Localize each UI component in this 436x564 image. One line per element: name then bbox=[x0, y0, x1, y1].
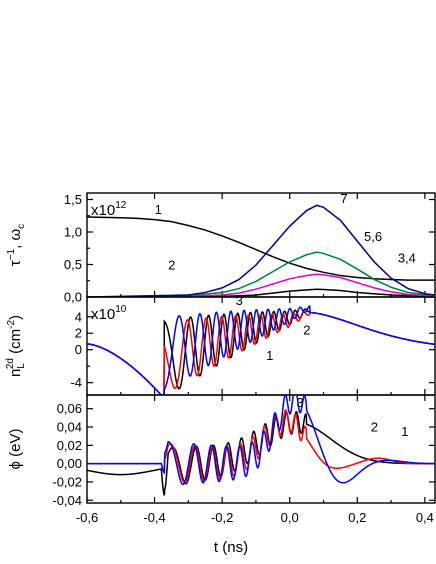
curve-label-3-4: 3,4 bbox=[398, 251, 416, 266]
curve-label-2: 2 bbox=[168, 258, 175, 273]
series-group bbox=[87, 395, 435, 496]
y-axis-label: ϕ (eV) bbox=[7, 429, 24, 470]
series-group bbox=[87, 304, 435, 395]
plot-frame bbox=[86, 296, 436, 396]
curve-label-3: 3 bbox=[236, 293, 243, 308]
y-tick-label: -0,02 bbox=[52, 474, 82, 489]
multiplier-label: x1012 bbox=[91, 200, 127, 219]
y-tick-label: 0,04 bbox=[57, 420, 82, 435]
series-line-3,4 bbox=[87, 273, 435, 297]
series-line-5,6 bbox=[87, 251, 435, 297]
x-tick-label: 0,0 bbox=[281, 510, 299, 525]
series-line-1 bbox=[87, 308, 435, 395]
series-line-3 bbox=[87, 304, 435, 395]
y-tick-label: 0,5 bbox=[64, 257, 82, 272]
x-tick-label: -0,6 bbox=[76, 510, 98, 525]
curve-label-2: 2 bbox=[371, 420, 378, 435]
panel-potential: -0,04 -0,02 0,00 0,02 0,04 0,06 3 2 1 ϕ (eV) bbox=[7, 394, 436, 508]
curve-label-7: 7 bbox=[340, 191, 347, 206]
plot-frame bbox=[86, 192, 436, 298]
x-axis-label: t (ns) bbox=[214, 539, 248, 556]
curve-label-1: 1 bbox=[155, 202, 162, 217]
y-tick-label: 0,0 bbox=[64, 290, 82, 305]
curve-label-5-6: 5,6 bbox=[364, 229, 382, 244]
multiplier-label: x1010 bbox=[91, 304, 127, 323]
series-line-2 bbox=[87, 310, 435, 395]
y-tick-label: 4 bbox=[75, 309, 82, 324]
series-group bbox=[87, 204, 435, 297]
plot-frame bbox=[86, 394, 436, 504]
x-axis: -0,6 -0,4 -0,2 0,0 0,2 0,4 t (ns) bbox=[76, 510, 434, 556]
y-tick-label: 1,5 bbox=[64, 192, 82, 207]
y-tick-label: 0,06 bbox=[57, 401, 82, 416]
curve-label-1: 1 bbox=[266, 348, 273, 363]
y-tick-label: 0,02 bbox=[57, 438, 82, 453]
curve-label-1: 1 bbox=[401, 424, 408, 439]
curve-label-3: 3 bbox=[296, 395, 303, 410]
y-tick-label: 0 bbox=[75, 342, 82, 357]
x-tick-label: 0,4 bbox=[416, 510, 434, 525]
series-line-3 bbox=[87, 395, 435, 486]
y-tick-label: -4 bbox=[70, 375, 82, 390]
x-tick-label: -0,4 bbox=[143, 510, 165, 525]
panel-rates: 0,0 0,5 1,0 1,5 1 7 5,6 3,4 2 x1012 τ−1, ωc bbox=[6, 191, 436, 305]
x-tick-label: -0,2 bbox=[211, 510, 233, 525]
y-tick-label: -0,04 bbox=[52, 493, 82, 508]
series-line-7 bbox=[87, 204, 435, 297]
curve-label-2: 2 bbox=[303, 322, 310, 337]
y-tick-label: 0,00 bbox=[57, 456, 82, 471]
x-tick-label: 0,2 bbox=[348, 510, 366, 525]
y-tick-label: 2 bbox=[75, 326, 82, 341]
y-axis-label: τ−1, ωc bbox=[6, 224, 27, 266]
y-axis-label: nL2d (cm-2) bbox=[5, 315, 27, 377]
y-tick-label: 1,0 bbox=[64, 225, 82, 240]
